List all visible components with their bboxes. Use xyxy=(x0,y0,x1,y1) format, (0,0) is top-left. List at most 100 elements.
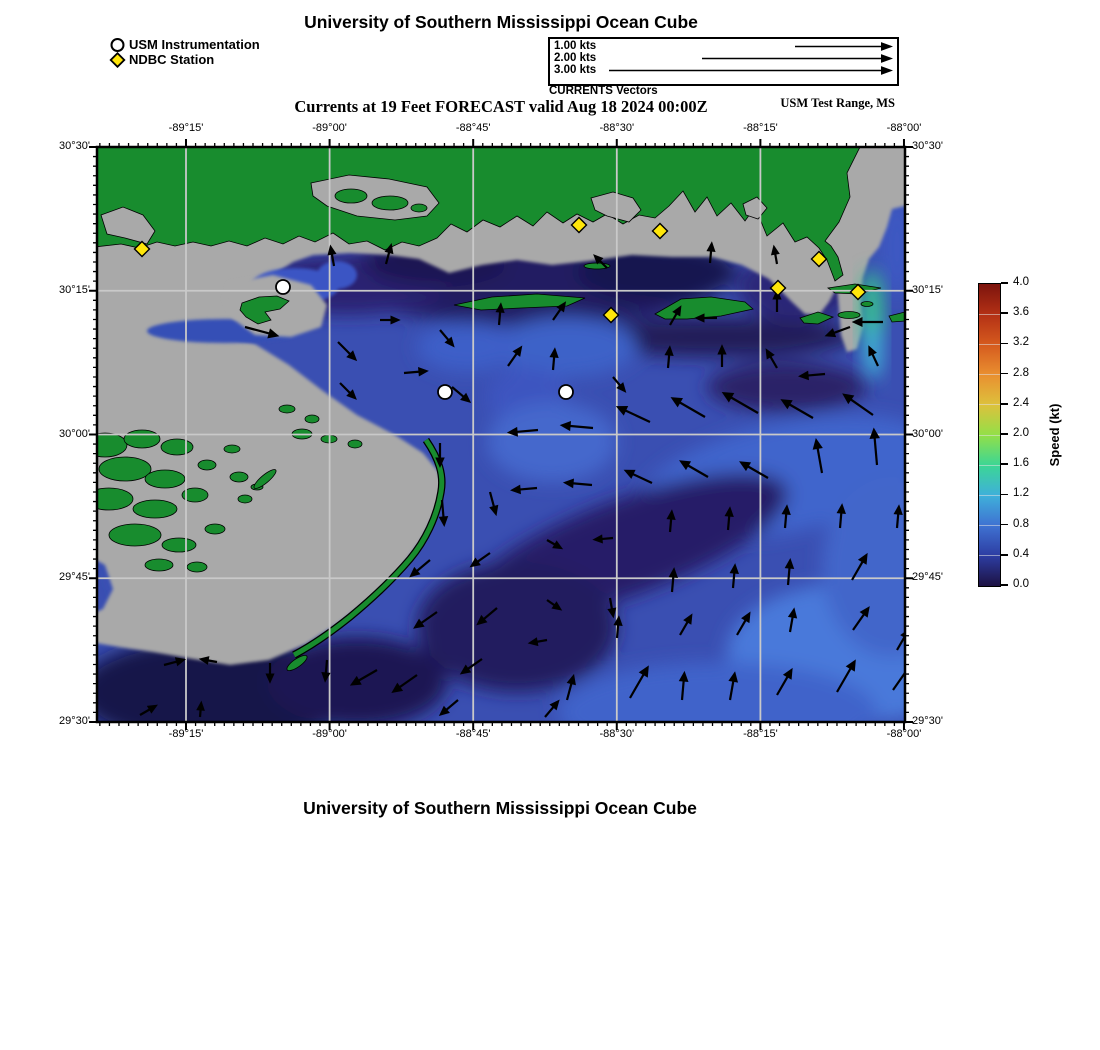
colorbar-tick-label: 1.2 xyxy=(1013,487,1029,500)
forecast-subtitle: Currents at 19 Feet FORECAST valid Aug 1… xyxy=(294,97,708,116)
current-vector xyxy=(670,397,706,418)
vector-scale-caption: CURRENTS Vectors xyxy=(549,85,658,97)
current-vector xyxy=(510,484,538,495)
current-vector xyxy=(488,491,499,517)
current-vector xyxy=(546,599,563,611)
current-vector xyxy=(868,345,879,367)
scale-label-3kt: 3.00 kts xyxy=(554,64,597,76)
ndbc-station-marker xyxy=(133,240,151,258)
current-vector xyxy=(893,504,903,529)
x-axis-label-bottom: -89°00' xyxy=(312,728,347,740)
colorbar-tick xyxy=(1001,282,1008,284)
y-axis-label-left: 29°30' xyxy=(59,715,90,727)
station-legend: USM Instrumentation NDBC Station xyxy=(109,37,260,68)
y-axis-label-left: 30°15' xyxy=(59,283,90,296)
colorbar-tick xyxy=(1001,493,1008,496)
current-vector xyxy=(678,670,689,701)
ndbc-station-marker xyxy=(602,306,620,324)
current-vector xyxy=(668,567,678,593)
ndbc-diamond-icon xyxy=(109,51,126,68)
current-vector xyxy=(413,611,438,629)
page-title: University of Southern Mississippi Ocean… xyxy=(304,12,698,32)
current-vector xyxy=(717,344,727,367)
colorbar-tick xyxy=(1001,403,1008,405)
coastal-bays xyxy=(100,174,768,245)
current-vector xyxy=(812,437,824,474)
current-vector xyxy=(694,313,717,323)
usm-circle-icon xyxy=(110,37,125,52)
colorbar-segment-line xyxy=(979,434,1000,436)
current-vector xyxy=(592,534,614,544)
current-vector xyxy=(607,597,617,619)
current-vector xyxy=(507,345,523,367)
colorbar-tick xyxy=(1001,523,1008,526)
legend-ndbc-label: NDBC Station xyxy=(129,52,215,67)
current-vector xyxy=(384,242,394,265)
current-vector xyxy=(327,244,337,267)
current-vector xyxy=(669,305,682,326)
current-vector xyxy=(612,376,627,393)
colorbar-tick-label: 0.8 xyxy=(1013,517,1029,530)
current-vector xyxy=(787,607,798,633)
colorbar-tick-label: 3.6 xyxy=(1013,306,1029,319)
current-vector xyxy=(836,659,856,693)
current-vector xyxy=(451,386,472,404)
ndbc-station-marker xyxy=(570,216,588,234)
scale-label-1kt: 1.00 kts xyxy=(554,40,597,52)
scale-arrow-head xyxy=(881,54,893,63)
current-vector xyxy=(196,700,205,718)
current-vector xyxy=(495,302,505,326)
current-vector xyxy=(798,370,826,381)
current-vector xyxy=(139,704,158,716)
x-axis-label-top: -89°00' xyxy=(312,122,347,134)
current-vector xyxy=(459,658,483,675)
current-vector xyxy=(321,659,331,683)
colorbar-segment-line xyxy=(979,555,1000,557)
current-vector xyxy=(439,329,455,348)
footer-title: University of Southern Mississippi Ocean… xyxy=(303,798,697,818)
scale-arrow-head xyxy=(881,66,893,75)
current-vector xyxy=(679,613,693,636)
current-vector xyxy=(435,443,445,468)
current-vector xyxy=(409,559,431,578)
legend-item-ndbc: NDBC Station xyxy=(109,51,260,68)
y-axis-label-left: 30°00' xyxy=(59,427,90,440)
current-vector xyxy=(549,347,559,371)
usm-instrumentation-marker xyxy=(437,384,453,400)
current-vector xyxy=(559,420,594,432)
current-vectors xyxy=(139,241,905,718)
ndbc-station-marker xyxy=(769,279,787,297)
mainland-coast xyxy=(97,147,861,282)
usm-instrumentation-marker xyxy=(558,384,574,400)
x-axis-label-bottom: -88°00' xyxy=(886,728,922,740)
x-axis-label-bottom: -88°45' xyxy=(455,728,491,740)
current-vector xyxy=(679,460,709,478)
current-vector xyxy=(469,552,491,568)
x-axis-label-top: -88°15' xyxy=(743,122,778,134)
current-vector xyxy=(244,325,280,339)
x-axis-label-bottom: -89°15' xyxy=(168,728,204,740)
colorbar-tick xyxy=(1001,554,1008,556)
scale-arrows xyxy=(609,42,893,75)
graticule xyxy=(97,147,905,722)
colorbar-tick-label: 2.4 xyxy=(1013,396,1029,409)
colorbar-tick-label: 3.2 xyxy=(1013,336,1029,349)
colorbar-segment-line xyxy=(979,404,1000,406)
current-vector xyxy=(765,348,778,369)
current-vector xyxy=(781,504,791,529)
test-range-label: USM Test Range, MS xyxy=(780,96,895,110)
current-vector xyxy=(476,607,498,626)
current-vector xyxy=(623,469,653,484)
current-vector xyxy=(851,552,868,581)
current-vector xyxy=(339,382,357,400)
current-vector xyxy=(666,509,676,533)
x-axis-label-top: -88°00' xyxy=(886,122,922,134)
current-vector xyxy=(438,699,459,717)
ndbc-station-marker xyxy=(810,250,828,268)
current-vector xyxy=(728,671,739,701)
current-vector xyxy=(721,392,759,414)
legend-usm-label: USM Instrumentation xyxy=(129,37,260,52)
y-axis-label-right: 29°45' xyxy=(912,571,943,584)
current-vector xyxy=(506,426,539,437)
colorbar-tick xyxy=(1001,584,1008,586)
